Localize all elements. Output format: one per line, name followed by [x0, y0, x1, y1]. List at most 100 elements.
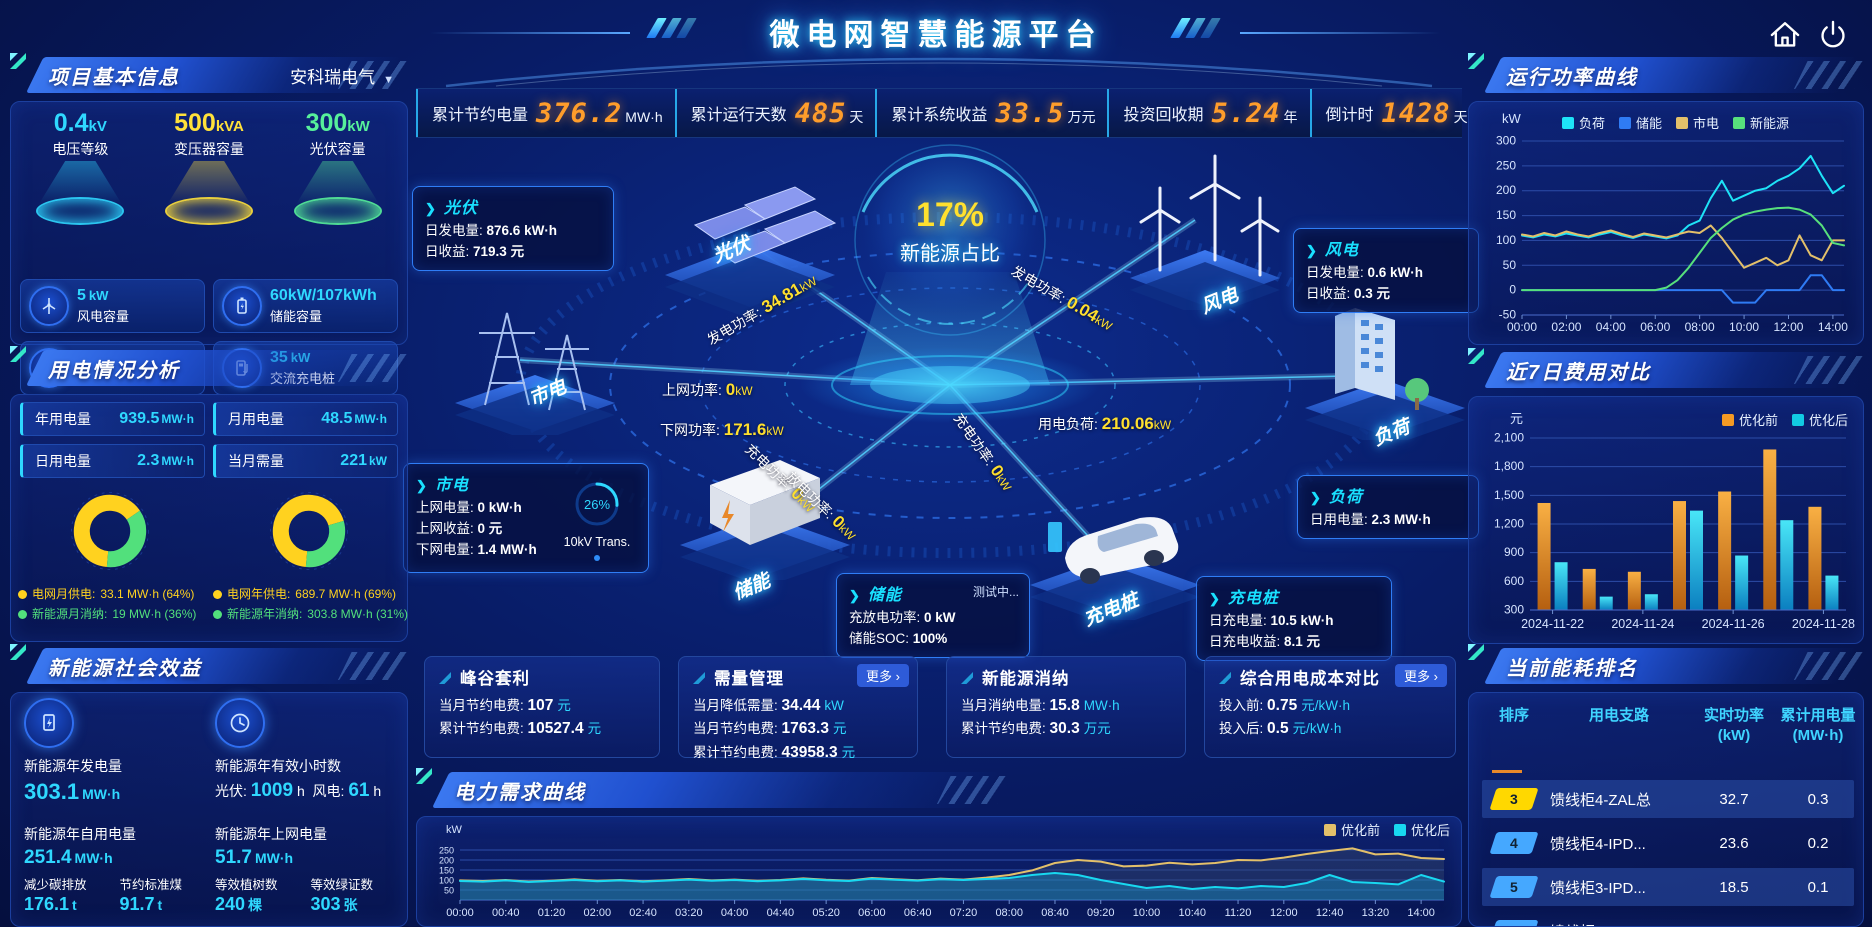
benefit-self-use: 新能源年自用电量 251.4 MW·h [24, 826, 136, 868]
stat-month-demand: 当月需量 221 kW [213, 444, 398, 478]
home-icon[interactable] [1768, 18, 1802, 52]
table-row[interactable]: 3 馈线柜4-ZAL总 32.7 0.3 [1482, 780, 1854, 818]
svg-text:14:00: 14:00 [1407, 907, 1435, 919]
svg-text:50: 50 [1503, 258, 1517, 272]
svg-text:06:40: 06:40 [904, 907, 932, 919]
chevron-right-icon: ❯ [416, 478, 428, 493]
corner-icon [10, 644, 26, 660]
kpi-countdown: 倒计时 1428 天 [1309, 89, 1480, 137]
chevron-right-icon: ❯ [1306, 243, 1318, 258]
year-donut-chart [262, 484, 356, 583]
svg-text:200: 200 [439, 856, 454, 866]
svg-text:2024-11-22: 2024-11-22 [1521, 617, 1584, 631]
card-corner-icon [961, 672, 973, 684]
transformer-label: 10kV Trans. [563, 535, 631, 549]
svg-text:900: 900 [1504, 545, 1524, 559]
cost-compare-card: 综合用电成本对比 更多 › 投入前: 0.75 元/kW·h 投入后: 0.5 元/… [1204, 656, 1456, 758]
energy-flow-diagram [515, 144, 1391, 563]
benefit-carbon: 减少碳排放 176.1 t [24, 878, 87, 914]
rank-badge: 3 [1489, 788, 1539, 810]
benefit-certs: 等效绿证数 303 张 [310, 878, 374, 914]
svg-text:12:00: 12:00 [1270, 907, 1298, 919]
kpi-saved-energy: 累计节约电量 376.2 MW·h [416, 89, 675, 137]
table-row[interactable]: 6 馈线柜6-IPD...22.70.1 [1482, 912, 1854, 926]
svg-text:08:00: 08:00 [995, 907, 1023, 919]
table-row[interactable]: 4 馈线柜4-IPD... 23.6 0.2 [1482, 824, 1854, 862]
svg-text:04:00: 04:00 [721, 907, 749, 919]
legend-renewable-month: 新能源月消纳: 19 MW·h (36%) [18, 604, 213, 624]
benefit-to-grid: 新能源年上网电量 51.7 MW·h [215, 826, 327, 868]
cost-compare-chart: 300 600 900 1,200 1,500 1,800 2,100 2024-11-22 2… [1493, 413, 1855, 631]
more-button[interactable]: 更多 › [1395, 664, 1447, 687]
panel-title: 电力需求曲线 [454, 782, 586, 804]
svg-text:100: 100 [439, 876, 454, 886]
rank-badge: 4 [1489, 832, 1539, 854]
card-corner-icon [1219, 672, 1231, 684]
wind-turbine-icon [29, 286, 69, 326]
benefits-panel: 新能源社会效益 新能源年发电量 303.1 MW·h 新能源年有效小时数 光伏: … [10, 644, 408, 927]
panel-title: 近7日费用对比 [1506, 362, 1652, 384]
company-select[interactable]: 安科瑞电气 ▼ [290, 68, 394, 87]
svg-text:08:40: 08:40 [1041, 907, 1069, 919]
table-row[interactable]: 5 馈线柜3-IPD... 18.5 0.1 [1482, 868, 1854, 906]
svg-text:06:00: 06:00 [858, 907, 886, 919]
svg-text:04:00: 04:00 [1596, 320, 1626, 334]
power-curve-panel: 运行功率曲线 kW -50 0 50 100 150 200 250 300 00:00 02:0… [1468, 53, 1864, 345]
card-corner-icon [439, 672, 451, 684]
renewable-share-core: 17% 新能源占比 [860, 196, 1040, 266]
month-donut-chart [63, 484, 157, 583]
clock-icon [215, 698, 265, 748]
corner-icon [416, 768, 432, 784]
more-button[interactable]: 更多 › [857, 664, 909, 687]
svg-text:12:40: 12:40 [1316, 907, 1344, 919]
power-icon[interactable] [1816, 18, 1850, 52]
svg-text:250: 250 [439, 846, 454, 856]
svg-text:06:00: 06:00 [1640, 320, 1670, 334]
capacity-storage: 60kW/107kWh 储能容量 [213, 279, 398, 333]
svg-text:05:20: 05:20 [812, 907, 840, 919]
svg-text:150: 150 [439, 866, 454, 876]
stat-year-usage: 年用电量 939.5 MW·h [20, 402, 205, 436]
svg-text:00:00: 00:00 [1507, 320, 1537, 334]
project-info-panel: 项目基本信息 安科瑞电气 ▼ 0.4kV 电压等级 500kVA 变压器容量 30… [10, 53, 408, 395]
renewable-share-label: 新能源占比 [900, 243, 1000, 265]
svg-text:2024-11-28: 2024-11-28 [1792, 617, 1855, 631]
flow-load-power: 用电负荷: 210.06kW [1038, 414, 1172, 433]
svg-text:-50: -50 [1499, 308, 1517, 322]
cost-compare-panel: 近7日费用对比 元 300 600 900 1,200 1,500 1,800 2,100 2… [1468, 348, 1864, 644]
grid-island-illustration [455, 312, 615, 435]
svg-text:200: 200 [1496, 183, 1516, 197]
renewable-share-value: 17% [915, 196, 985, 234]
svg-text:13:20: 13:20 [1362, 907, 1390, 919]
svg-text:12:00: 12:00 [1773, 320, 1803, 334]
demand-curve-chart: 50 100 150 200 250 00:00 00:40 01:20 02:00 02:40 0… [438, 823, 1450, 919]
stat-month-usage: 月用电量 48.5 MW·h [213, 402, 398, 436]
storage-info-box: ❯ 储能 测试中... 充放电功率: 0 kW 储能SOC: 100% [836, 573, 1030, 658]
peak-valley-card: 峰谷套利 当月节约电费: 107 元 累计节约电费: 10527.4 元 [424, 656, 660, 758]
svg-text:10:40: 10:40 [1179, 907, 1207, 919]
spot-voltage: 0.4kV 电压等级 [16, 109, 145, 225]
svg-text:00:40: 00:40 [492, 907, 520, 919]
grid-info-box: ❯ 市电 上网电量: 0 kW·h 上网收益: 0 元 下网电量: 1.4 MW·… [403, 463, 649, 573]
panel-title: 新能源社会效益 [48, 658, 202, 680]
y-axis-unit: 元 [1510, 411, 1524, 426]
generation-icon [24, 698, 74, 748]
kpi-run-days: 累计运行天数 485 天 [674, 89, 876, 137]
demand-mgmt-card: 需量管理 更多 › 当月降低需量: 34.44 kW 当月节约电费: 1763.3… [678, 656, 918, 761]
kpi-bar: 累计节约电量 376.2 MW·h 累计运行天数 485 天 累计系统收益 33.5 万元 … [416, 88, 1468, 138]
stat-day-usage: 日用电量 2.3 MW·h [20, 444, 205, 478]
legend-grid-year: 电网年供电: 689.7 MW·h (69%) [212, 584, 408, 604]
corner-icon [1468, 53, 1484, 69]
svg-text:14:00: 14:00 [1818, 320, 1848, 334]
ranking-panel: 当前能耗排名 排序 用电支路 实时功率 (kW) 累计用电量 (MW·h) 3 馈线… [1468, 644, 1864, 927]
svg-text:2,100: 2,100 [1494, 431, 1524, 445]
chevron-down-icon: ▼ [383, 74, 394, 86]
corner-icon [1468, 644, 1484, 660]
benefit-generation: 新能源年发电量 303.1 MW·h [24, 698, 209, 805]
spot-transformer: 500kVA 变压器容量 [145, 109, 274, 225]
battery-icon [222, 286, 262, 326]
header-deco-left [646, 18, 697, 38]
flow-grid-up: 上网功率: 0kW [662, 380, 753, 399]
y-axis-unit: kW [1502, 111, 1521, 126]
